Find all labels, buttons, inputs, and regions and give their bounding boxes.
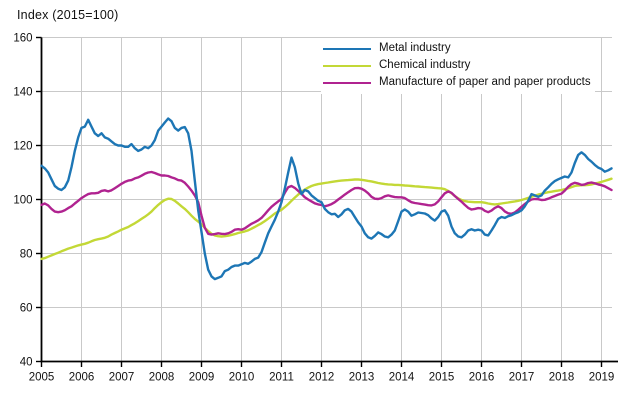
x-tick-label: 2005 [29,372,55,384]
metal-industry-line-swatch [323,47,371,50]
y-tick-label: 60 [20,303,33,315]
x-tick-label: 2007 [109,372,135,384]
chemical-industry-line-swatch [323,64,371,67]
x-tick-label: 2015 [429,372,455,384]
legend: Metal industry Chemical industry Manufac… [321,38,595,94]
x-tick-label: 2008 [149,372,175,384]
y-tick-label: 80 [20,249,33,261]
chart-title: Index (2015=100) [17,8,119,22]
x-tick-label: 2009 [189,372,215,384]
y-tick-label: 100 [13,195,32,207]
x-tick-label: 2012 [309,372,335,384]
x-tick-label: 2016 [469,372,495,384]
legend-label-chemical-industry: Chemical industry [379,59,471,71]
x-tick-label: 2018 [549,372,575,384]
x-tick-label: 2011 [269,372,294,384]
y-tick-label: 120 [13,141,32,153]
x-tick-label: 2013 [349,372,375,384]
x-tick-label: 2014 [389,372,415,384]
legend-item-chemical-industry: Chemical industry [323,57,591,74]
series-line-chemical-industry [40,177,613,261]
legend-item-metal-industry: Metal industry [323,40,591,57]
x-tick-label: 2010 [229,372,255,384]
series-line-metal-industry [40,117,613,281]
legend-label-paper-products: Manufacture of paper and paper products [379,76,591,88]
legend-item-paper-products: Manufacture of paper and paper products [323,74,591,91]
x-tick-label: 2006 [69,372,95,384]
paper-products-line-swatch [323,81,371,84]
x-tick-label: 2017 [509,372,535,384]
y-tick-label: 140 [13,87,32,99]
y-tick-label: 40 [20,357,33,369]
x-tick-label: 2019 [589,372,615,384]
legend-label-metal-industry: Metal industry [379,42,451,54]
series-line-manufacture-of-paper-and-paper-products [40,170,613,236]
y-tick-label: 160 [13,33,32,45]
